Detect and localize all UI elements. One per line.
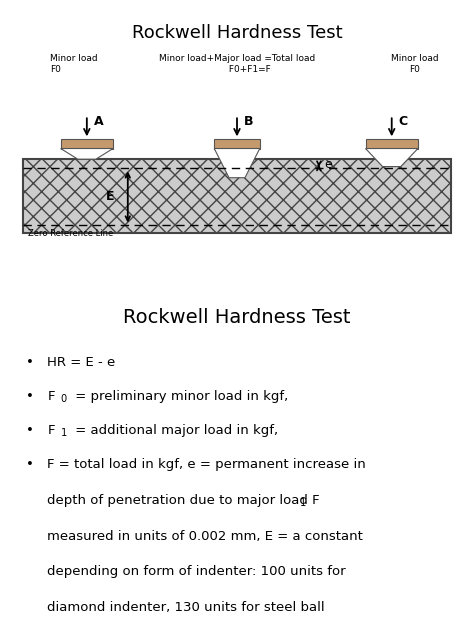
- Text: E: E: [106, 190, 114, 204]
- Text: Minor load
F0: Minor load F0: [50, 54, 98, 74]
- Polygon shape: [214, 149, 260, 178]
- Text: 1: 1: [300, 498, 306, 508]
- Text: Rockwell Hardness Test: Rockwell Hardness Test: [123, 308, 351, 327]
- Text: depth of penetration due to major load F: depth of penetration due to major load F: [47, 494, 320, 507]
- Text: C: C: [399, 114, 408, 128]
- Text: F: F: [47, 424, 55, 437]
- Text: e: e: [324, 158, 332, 171]
- Text: 0: 0: [61, 394, 67, 404]
- Text: Minor load+Major load =Total load
         F0+F1=F: Minor load+Major load =Total load F0+F1=…: [159, 54, 315, 74]
- Text: •: •: [26, 390, 34, 403]
- Polygon shape: [61, 149, 113, 159]
- Text: HR = E - e: HR = E - e: [47, 356, 116, 368]
- Bar: [23, 159, 451, 233]
- Text: F: F: [47, 390, 55, 403]
- Text: B: B: [244, 114, 253, 128]
- Bar: [365, 139, 418, 149]
- Text: •: •: [26, 424, 34, 437]
- Text: F = total load in kgf, e = permanent increase in: F = total load in kgf, e = permanent inc…: [47, 458, 366, 471]
- Text: depending on form of indenter: 100 units for: depending on form of indenter: 100 units…: [47, 566, 346, 578]
- Text: Rockwell Hardness Test: Rockwell Hardness Test: [132, 24, 342, 42]
- Text: •: •: [26, 458, 34, 471]
- Text: diamond indenter, 130 units for steel ball: diamond indenter, 130 units for steel ba…: [47, 601, 325, 614]
- Bar: [61, 139, 113, 149]
- Polygon shape: [365, 149, 418, 167]
- Text: measured in units of 0.002 mm, E = a constant: measured in units of 0.002 mm, E = a con…: [47, 530, 363, 543]
- Bar: [214, 139, 260, 149]
- Text: •: •: [26, 356, 34, 368]
- Text: 1: 1: [61, 428, 67, 438]
- Text: Zero Reference Line: Zero Reference Line: [27, 229, 113, 238]
- Text: A: A: [94, 114, 103, 128]
- Text: Minor load
F0: Minor load F0: [391, 54, 438, 74]
- Text: = preliminary minor load in kgf,: = preliminary minor load in kgf,: [71, 390, 288, 403]
- Text: = additional major load in kgf,: = additional major load in kgf,: [71, 424, 278, 437]
